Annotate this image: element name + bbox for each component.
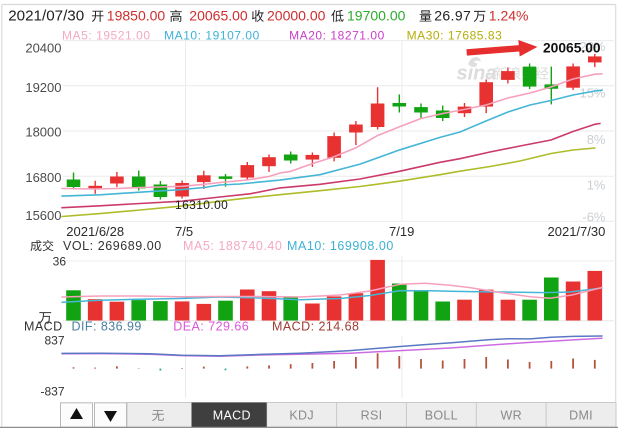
svg-text:20065.00: 20065.00 (543, 41, 601, 56)
svg-text:sina: sina (457, 63, 497, 85)
svg-text:837: 837 (44, 334, 64, 348)
svg-text:16800: 16800 (25, 170, 61, 185)
svg-text:MA10: 19107.00: MA10: 19107.00 (164, 28, 260, 42)
svg-text:2021/6/28: 2021/6/28 (66, 224, 124, 239)
svg-text:MA5: 188740.40: MA5: 188740.40 (183, 239, 282, 253)
svg-text:20400: 20400 (25, 40, 61, 55)
svg-text:36: 36 (53, 255, 67, 269)
svg-text:MACD: MACD (24, 320, 63, 334)
svg-text:26.97: 26.97 (434, 7, 471, 23)
svg-text:16310.00: 16310.00 (175, 198, 228, 212)
svg-text:15%: 15% (579, 86, 605, 101)
svg-text:22%: 22% (579, 39, 605, 54)
svg-text:WR: WR (500, 409, 521, 423)
svg-text:8%: 8% (587, 132, 606, 147)
svg-text:19850.00: 19850.00 (107, 7, 166, 23)
svg-text:18000: 18000 (25, 125, 61, 140)
svg-text:VOL: 269689.00: VOL: 269689.00 (63, 239, 162, 253)
svg-text:20065.00: 20065.00 (189, 7, 248, 23)
svg-text:DMI: DMI (569, 409, 593, 423)
svg-text:MA20: 18271.00: MA20: 18271.00 (289, 28, 385, 42)
svg-text:DEA: 729.66: DEA: 729.66 (173, 320, 249, 334)
svg-text:RSI: RSI (361, 409, 383, 423)
svg-text:1.24%: 1.24% (489, 7, 529, 23)
svg-text:20000.00: 20000.00 (267, 7, 326, 23)
svg-text:-6%: -6% (582, 210, 606, 225)
svg-text:15600: 15600 (25, 208, 61, 223)
svg-text:MA30: 17685.83: MA30: 17685.83 (407, 28, 503, 42)
svg-text:-837: -837 (40, 385, 64, 399)
svg-text:7/19: 7/19 (389, 224, 414, 239)
svg-text:KDJ: KDJ (289, 409, 314, 423)
svg-text:19200: 19200 (25, 80, 61, 95)
svg-text:7/5: 7/5 (175, 224, 193, 239)
svg-text:MACD: 214.68: MACD: 214.68 (272, 320, 359, 334)
svg-text:MA5: 19521.00: MA5: 19521.00 (62, 28, 151, 42)
svg-text:DIF: 836.99: DIF: 836.99 (72, 320, 142, 334)
svg-text:2021/07/30: 2021/07/30 (8, 8, 84, 25)
svg-text:MACD: MACD (213, 409, 251, 423)
svg-text:BOLL: BOLL (425, 409, 458, 423)
svg-text:2021/7/30: 2021/7/30 (548, 224, 606, 239)
svg-text:MA10: 169908.00: MA10: 169908.00 (287, 239, 394, 253)
svg-text:19700.00: 19700.00 (347, 7, 406, 23)
svg-text:1%: 1% (587, 178, 606, 193)
